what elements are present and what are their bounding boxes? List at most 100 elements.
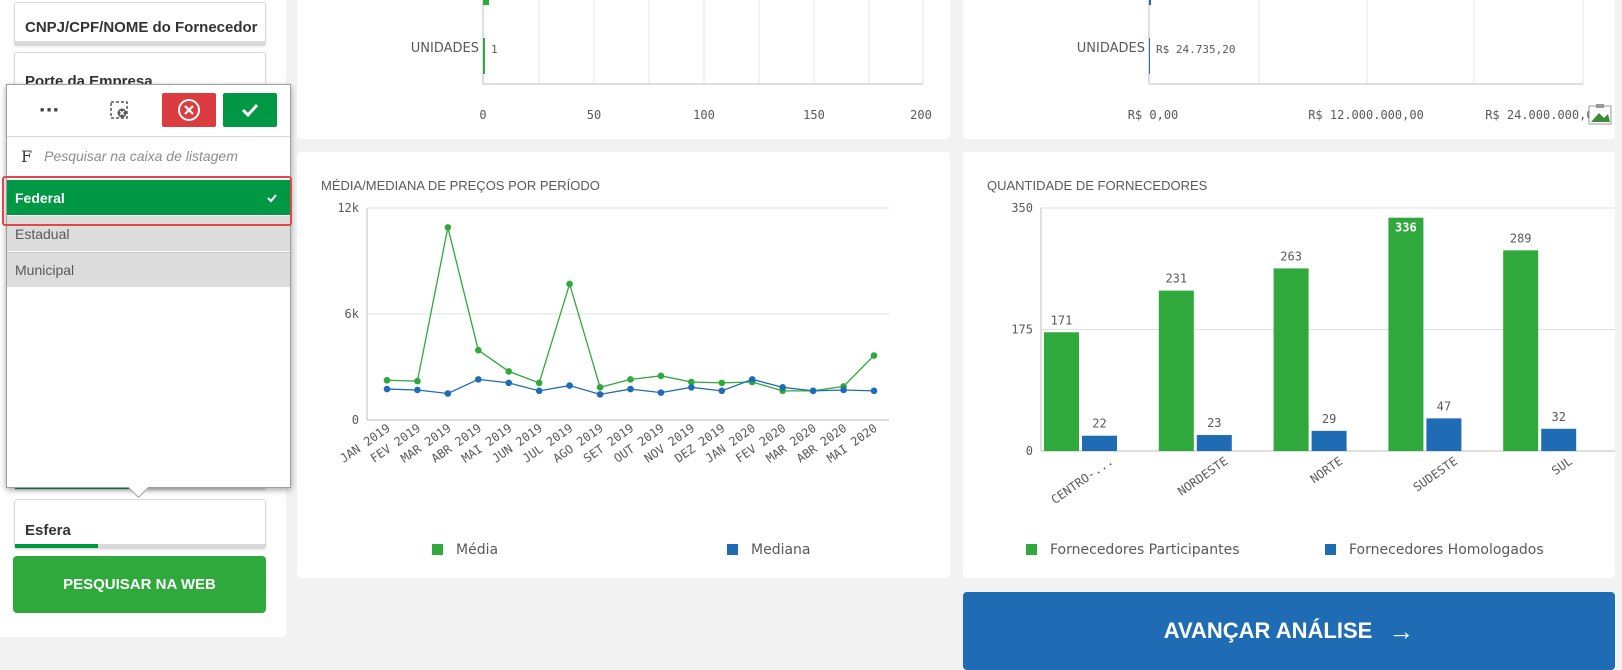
line-point[interactable] <box>870 387 878 395</box>
line-point[interactable] <box>748 376 756 383</box>
legend-label[interactable]: Média <box>456 542 498 558</box>
clear-selection-icon <box>110 101 128 119</box>
bar-value-label: 171 <box>1051 313 1073 327</box>
line-point[interactable] <box>414 377 421 385</box>
units-tick-50: 50 <box>587 108 601 122</box>
line-point[interactable] <box>566 382 573 389</box>
check-icon <box>241 103 259 118</box>
cancel-selection-button[interactable] <box>162 93 216 127</box>
legend-label[interactable]: Fornecedores Participantes <box>1050 542 1240 558</box>
line-point[interactable] <box>779 384 786 391</box>
filter-supplier[interactable]: CNPJ/CPF/NOME do Fornecedor <box>14 2 266 46</box>
bar-participantes[interactable] <box>1158 290 1194 451</box>
line-point[interactable] <box>840 386 847 394</box>
clear-selection-button[interactable] <box>91 93 147 127</box>
line-point[interactable] <box>627 376 634 383</box>
value-value-label: R$ 24.735,20 <box>1156 43 1235 56</box>
line-point[interactable] <box>444 224 452 231</box>
line-point[interactable] <box>535 379 543 387</box>
line-point[interactable] <box>444 390 452 397</box>
line-point[interactable] <box>596 384 604 391</box>
line-point[interactable] <box>505 379 513 387</box>
selection-highlight-box <box>2 176 292 226</box>
line-point[interactable] <box>718 387 726 395</box>
listbox-search-input[interactable]: F Pesquisar na caixa de listagem <box>7 138 290 174</box>
bar-participantes[interactable] <box>1388 217 1424 451</box>
line-point[interactable] <box>870 352 878 359</box>
bar-value-label: 47 <box>1437 399 1451 413</box>
legend-swatch <box>1026 544 1037 555</box>
search-web-button[interactable]: PESQUISAR NA WEB <box>13 556 266 613</box>
bar-homologados[interactable] <box>1196 435 1232 451</box>
units-value-svg: UNIDADES R$ 24.735,20 R$ 0,00 R$ 12.000.… <box>1077 0 1612 125</box>
line-point[interactable] <box>657 372 665 380</box>
line-point[interactable] <box>535 387 543 395</box>
more-options-button[interactable]: ··· <box>21 93 77 127</box>
bar-homologados[interactable] <box>1082 435 1117 451</box>
units-bar-top <box>483 0 489 5</box>
legend-swatch <box>432 544 443 555</box>
units-category-label: UNIDADES <box>411 41 479 56</box>
legend-label[interactable]: Fornecedores Homologados <box>1349 542 1544 558</box>
filter-sphere-bar <box>15 544 265 548</box>
advance-analysis-label: AVANÇAR ANÁLISE <box>1163 618 1373 643</box>
bar-x-tick-label: NORDESTE <box>1175 454 1230 499</box>
line-point[interactable] <box>475 346 482 354</box>
line-point[interactable] <box>627 385 634 393</box>
bar-value-label: 22 <box>1092 417 1106 431</box>
bar-y-tick-label: 175 <box>1011 323 1033 337</box>
toolbar-divider <box>7 136 290 137</box>
line-point[interactable] <box>657 389 665 396</box>
selected-check-icon <box>267 194 277 203</box>
cancel-icon <box>178 99 200 121</box>
line-point[interactable] <box>414 386 421 394</box>
line-chart-title: MÉDIA/MEDIANA DE PREÇOS POR PERÍODO <box>321 178 600 193</box>
line-point[interactable] <box>718 379 726 387</box>
value-tick-24m: R$ 24.000.000,00 <box>1485 108 1601 122</box>
advance-analysis-button[interactable]: AVANÇAR ANÁLISE → <box>963 592 1615 670</box>
units-value-chart: UNIDADES R$ 24.735,20 R$ 0,00 R$ 12.000.… <box>963 0 1615 139</box>
search-prefix: F <box>21 146 33 166</box>
units-tick-0: 0 <box>479 108 486 122</box>
filter-sphere[interactable]: Esfera <box>14 499 266 549</box>
list-item-label: Federal <box>15 189 65 206</box>
list-item-municipal[interactable]: Municipal <box>7 252 290 287</box>
legend-label[interactable]: Mediana <box>751 542 811 558</box>
line-point[interactable] <box>688 378 695 386</box>
bar-homologados[interactable] <box>1541 428 1577 451</box>
line-y-tick-label: 12k <box>337 201 359 215</box>
line-point[interactable] <box>596 391 604 398</box>
bar-homologados[interactable] <box>1311 430 1347 451</box>
units-tick-200: 200 <box>910 108 932 122</box>
confirm-selection-button[interactable] <box>223 93 277 127</box>
line-point[interactable] <box>566 280 573 288</box>
value-bar-top <box>1149 0 1151 5</box>
bar-homologados[interactable] <box>1426 418 1462 451</box>
units-tick-100: 100 <box>693 108 715 122</box>
units-quantity-svg: UNIDADES 1 0 50 100 150 200 <box>411 0 932 122</box>
list-item-federal[interactable]: Federal <box>7 180 290 215</box>
bar-participantes[interactable] <box>1044 332 1079 451</box>
bar-value-label: 289 <box>1510 231 1532 245</box>
line-y-tick-label: 6k <box>345 307 360 321</box>
line-point[interactable] <box>809 387 817 395</box>
list-item-estadual[interactable]: Estadual <box>7 216 290 251</box>
line-series-media <box>386 227 875 392</box>
line-point[interactable] <box>505 368 513 375</box>
bar-participantes[interactable] <box>1503 250 1539 451</box>
bar-participantes[interactable] <box>1273 268 1309 451</box>
line-point[interactable] <box>688 384 695 391</box>
line-point[interactable] <box>383 385 391 393</box>
bar-x-tick-label: CENTRO-... <box>1049 454 1116 507</box>
bar-value-label: 263 <box>1280 249 1302 263</box>
line-point[interactable] <box>383 376 391 384</box>
suppliers-count-chart: QUANTIDADE DE FORNECEDORES 350 175 0 171 22… <box>987 178 1615 558</box>
bar-x-tick-label: SUL <box>1549 454 1575 478</box>
value-bar <box>1149 38 1150 74</box>
more-icon: ··· <box>38 99 60 121</box>
snapshot-icon[interactable] <box>1588 104 1612 125</box>
list-item-label: Estadual <box>15 225 70 242</box>
line-point[interactable] <box>475 376 482 383</box>
search-placeholder: Pesquisar na caixa de listagem <box>44 148 238 164</box>
bar-x-tick-label: NORTE <box>1308 454 1346 486</box>
